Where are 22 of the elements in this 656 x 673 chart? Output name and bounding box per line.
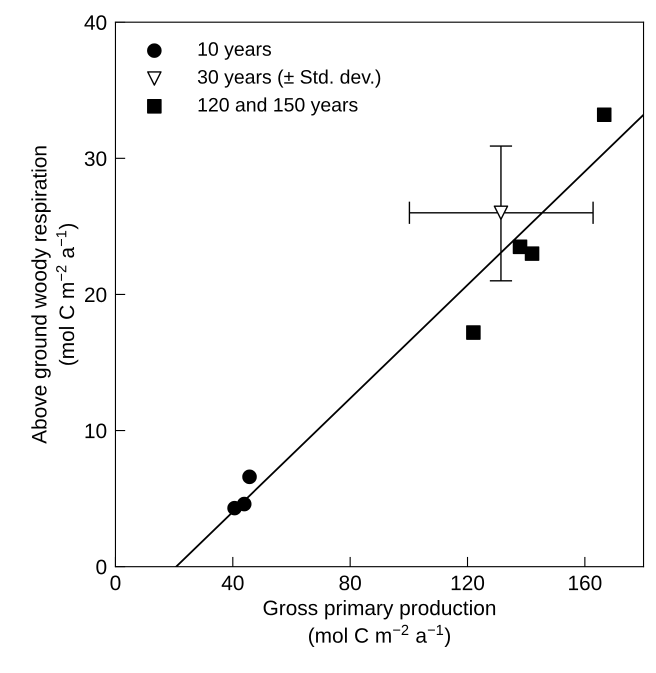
point <box>512 240 528 254</box>
y-tick-label: 20 <box>85 287 106 302</box>
point <box>236 496 252 512</box>
legend-label: 120 and 150 years <box>198 97 358 116</box>
point <box>466 325 481 340</box>
y-tick-label: 0 <box>96 560 106 574</box>
point <box>242 470 257 484</box>
point <box>494 205 508 220</box>
point <box>596 107 612 122</box>
x-tick-label: 40 <box>222 576 244 590</box>
legend-label: 30 years (± Std. dev.) <box>198 70 380 88</box>
point <box>524 246 540 261</box>
legend-label: 10 years <box>198 42 271 60</box>
x-axis-title: Gross primary production (mol C m$^{−2}$ a$^{−1}$) <box>264 600 496 647</box>
y-axis-title: Above ground woody respiration (mol C m$^{−2}$ a$^{−1}$) <box>31 146 78 444</box>
y-tick-label: 10 <box>86 424 106 438</box>
x-tick-label: 0 <box>110 576 120 590</box>
x-tick-label: 80 <box>339 576 361 590</box>
y-tick-label: 40 <box>84 15 106 30</box>
x-tick-label: 160 <box>569 576 602 590</box>
y-tick-label: 30 <box>84 151 106 166</box>
x-tick-label: 120 <box>452 576 484 590</box>
